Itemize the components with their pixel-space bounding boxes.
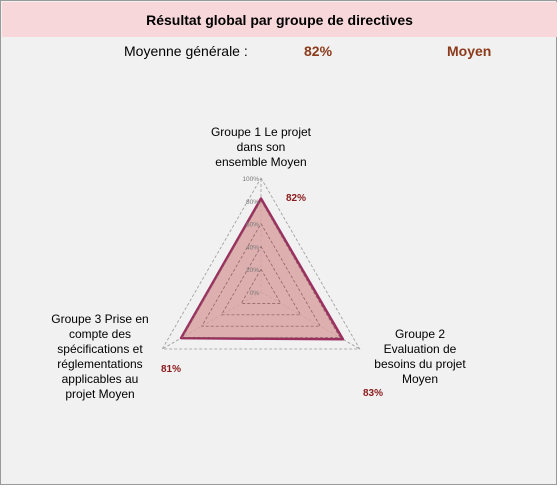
- axis-label-line: Evaluation de: [383, 342, 457, 356]
- axis-label-line: spécifications et: [57, 342, 143, 356]
- axis-label-line: ensemble Moyen: [215, 155, 307, 169]
- tick-label: 40%: [246, 244, 259, 251]
- series-area: [179, 197, 345, 341]
- grid-ring-overlay: [220, 245, 302, 316]
- axis-label-line: Moyen: [401, 372, 439, 386]
- chart-title: Résultat global par groupe de directives: [146, 11, 413, 28]
- tick-label: 0%: [250, 290, 260, 297]
- tick-label: 20%: [246, 267, 259, 274]
- axis-label-line: projet Moyen: [65, 387, 135, 401]
- value-label-groupe-2: 83%: [363, 388, 384, 399]
- grid-ring-overlay: [181, 200, 341, 338]
- axis-label-line: réglementations: [57, 357, 143, 371]
- axis-label-groupe-1: Groupe 1 Le projet dans son ensemble Moy…: [196, 125, 326, 170]
- title-bar: Résultat global par groupe de directives: [2, 2, 557, 37]
- tick-label: 80%: [246, 199, 259, 206]
- axis-label-line: Groupe 2: [394, 327, 446, 341]
- axis-label-groupe-2: Groupe 2 Evaluation de besoins du projet…: [360, 327, 480, 387]
- axis-label-line: compte des: [68, 327, 132, 341]
- average-rating: Moyen: [447, 43, 492, 59]
- summary-row: Moyenne générale : 82% Moyen: [1, 43, 558, 63]
- axis-label-line: Groupe 3 Prise en: [51, 312, 149, 326]
- axis-label-line: besoins du projet: [374, 357, 466, 371]
- value-label-groupe-3: 81%: [161, 364, 182, 375]
- grid-ring-overlay: [201, 222, 321, 327]
- axis-label-groupe-3: Groupe 3 Prise en compte des spécificati…: [36, 312, 164, 402]
- average-value: 82%: [304, 43, 333, 59]
- value-label-groupe-1: 82%: [286, 193, 307, 204]
- axis-label-line: applicables au: [61, 372, 139, 386]
- grid-ring: [161, 177, 361, 350]
- average-label: Moyenne générale :: [124, 43, 248, 59]
- axis-label-line: Groupe 1 Le projet: [210, 125, 312, 139]
- tick-label: 100%: [242, 176, 259, 183]
- axis-label-line: dans son: [236, 140, 286, 154]
- tick-label: 60%: [246, 222, 259, 229]
